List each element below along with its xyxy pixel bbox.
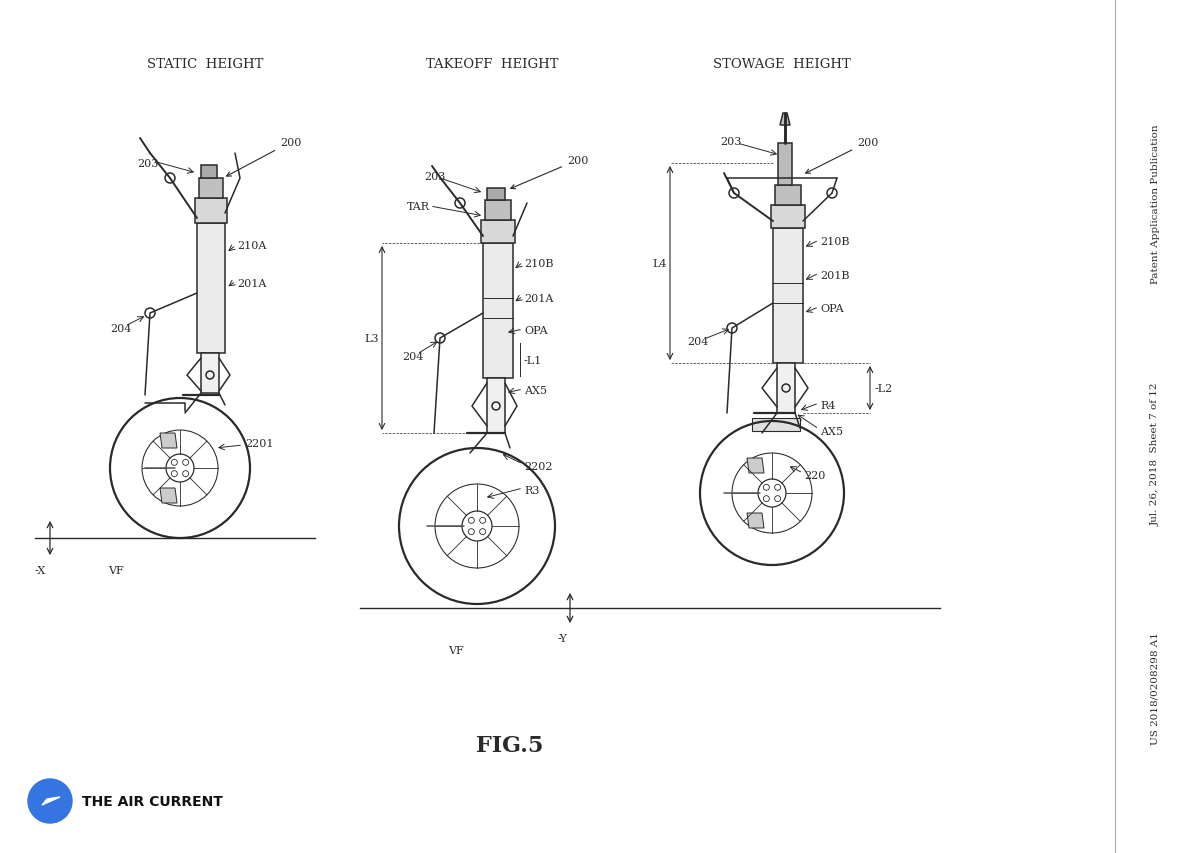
Text: US 2018/0208298 A1: US 2018/0208298 A1 [1151,632,1159,745]
Text: 2201: 2201 [245,438,274,449]
Text: 200: 200 [226,138,301,177]
Polygon shape [747,514,764,528]
Polygon shape [747,458,764,473]
Polygon shape [779,113,790,126]
Text: 203: 203 [137,159,158,169]
Text: 200: 200 [511,156,588,189]
Polygon shape [201,354,219,393]
Polygon shape [752,419,800,432]
Polygon shape [486,200,511,221]
Text: 204: 204 [109,323,131,334]
Polygon shape [159,489,177,503]
Text: STATIC  HEIGHT: STATIC HEIGHT [146,57,263,71]
Polygon shape [775,186,801,206]
Text: THE AIR CURRENT: THE AIR CURRENT [82,794,223,808]
Text: R4: R4 [820,401,835,410]
Text: R3: R3 [524,485,539,496]
Text: 203: 203 [720,136,741,147]
Text: 204: 204 [402,351,424,362]
Polygon shape [487,379,505,433]
Text: -L1: -L1 [524,356,543,366]
Polygon shape [778,144,793,186]
Text: 203: 203 [424,171,445,182]
Text: Patent Application Publication: Patent Application Publication [1151,124,1159,283]
Polygon shape [42,797,60,805]
Polygon shape [771,206,804,229]
Text: VF: VF [108,566,124,575]
Text: 201A: 201A [237,279,267,288]
Text: 201A: 201A [524,293,553,304]
Polygon shape [487,189,505,200]
Polygon shape [483,244,513,379]
Text: TAKEOFF  HEIGHT: TAKEOFF HEIGHT [426,57,558,71]
Text: -L2: -L2 [875,384,894,393]
Polygon shape [481,221,515,244]
Text: 220: 220 [804,471,826,480]
Text: -X: -X [35,566,46,575]
Polygon shape [198,223,225,354]
Text: 210B: 210B [524,258,553,269]
Text: 200: 200 [806,138,878,174]
Text: OPA: OPA [524,326,547,335]
Text: STOWAGE  HEIGHT: STOWAGE HEIGHT [713,57,851,71]
Polygon shape [159,433,177,449]
Text: 210B: 210B [820,237,850,247]
Text: -Y: -Y [558,633,568,643]
Text: AX5: AX5 [524,386,547,396]
Polygon shape [195,199,227,223]
Polygon shape [777,363,795,414]
Text: OPA: OPA [820,304,844,314]
Polygon shape [199,179,223,199]
Text: VF: VF [447,645,464,655]
Circle shape [29,779,73,823]
Text: FIG.5: FIG.5 [476,734,544,756]
Text: AX5: AX5 [820,426,843,437]
Text: 201B: 201B [820,270,850,281]
Text: L4: L4 [652,258,666,269]
Polygon shape [201,165,217,179]
Text: TAR: TAR [407,202,430,212]
Text: 204: 204 [687,337,708,346]
Text: Jul. 26, 2018  Sheet 7 of 12: Jul. 26, 2018 Sheet 7 of 12 [1151,382,1159,525]
Text: 210A: 210A [237,241,267,251]
Polygon shape [774,229,803,363]
Text: L3: L3 [364,334,378,344]
Text: 2202: 2202 [524,461,552,472]
